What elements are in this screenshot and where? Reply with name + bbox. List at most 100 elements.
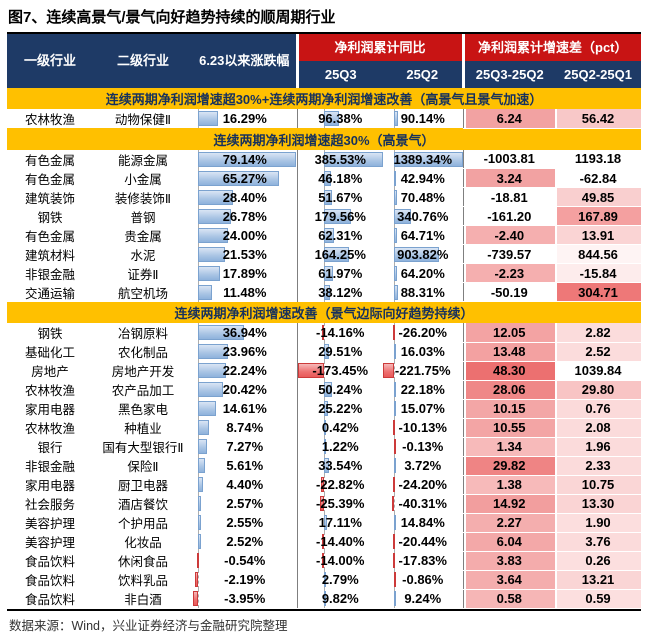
diff-q3q2-cell: -739.57 [462, 244, 556, 264]
cell-value: 2.55% [226, 515, 264, 530]
table-header: 一级行业 二级行业 6.23以来涨跌幅 净利润累计同比 净利润累计增速差（pct… [7, 34, 642, 88]
q3-cell: 25.22% [296, 399, 383, 418]
header-level1-industry: 一级行业 [7, 34, 93, 88]
cell-value: 179.56% [314, 208, 366, 224]
header-25q3-25q2: 25Q3-25Q2 [461, 61, 556, 88]
data-bar-negative [320, 496, 325, 511]
level2-industry-cell: 厨卫电器 [117, 479, 168, 493]
cell-value: 21.53% [222, 246, 267, 262]
diff-q2q1-cell: 10.75 [555, 475, 642, 495]
chg-cell: 16.29% [193, 109, 297, 128]
data-bar-positive [393, 382, 396, 397]
cell-value: 164.25% [314, 246, 366, 262]
q2-cell: 64.20% [383, 263, 463, 283]
diff-q3q2-cell: 12.05 [462, 323, 556, 343]
q3-cell: -14.40% [296, 532, 383, 551]
diff-q2q1-cell: 1039.84 [555, 361, 642, 381]
chg-cell: 28.40% [193, 187, 297, 207]
data-bar-positive [393, 515, 396, 530]
level2-industry-cell: 小金属 [124, 172, 162, 187]
chg-cell: 5.61% [193, 456, 297, 475]
cell-value: 8.74% [226, 420, 264, 435]
data-bar-negative [393, 553, 396, 568]
cell-value: 2.57% [226, 496, 264, 511]
level1-industry-cell: 有色金属 [24, 153, 75, 168]
q3-cell: -22.82% [296, 475, 383, 494]
level2-industry-cell: 黑色家电 [117, 403, 168, 417]
diff-q2q1-cell: 0.26 [555, 551, 642, 571]
cell-value: 90.14% [400, 111, 445, 126]
cell-value: -0.54% [224, 553, 266, 568]
data-bar-negative [321, 325, 325, 340]
q3-cell: -14.00% [296, 551, 383, 570]
bar-axis-line [197, 570, 199, 589]
q2-cell: -17.83% [383, 551, 463, 570]
cell-value: 1.22% [321, 439, 359, 454]
data-bar-negative [193, 591, 198, 606]
level1-industry-cell: 基础化工 [24, 346, 75, 360]
table-row: 非银金融 保险Ⅱ 5.61% 33.54% 3.72% 29.82 2.33 [7, 456, 642, 476]
diff-q3q2-cell: 10.15 [462, 399, 556, 419]
cell-value: 7.27% [226, 439, 264, 454]
data-bar-positive [197, 401, 217, 416]
level2-industry-cell: 国有大型银行Ⅱ [102, 441, 184, 455]
cell-value: 903.82% [397, 246, 449, 262]
cell-value: 29.51% [318, 344, 363, 359]
q2-cell: 14.84% [383, 513, 463, 532]
diff-q2q1-cell: 13.30 [555, 494, 642, 514]
q2-cell: 22.18% [383, 380, 463, 399]
data-bar-positive [393, 401, 396, 416]
cell-value: 65.27% [222, 170, 267, 186]
diff-q2q1-cell: 304.71 [555, 282, 642, 302]
table-row: 农林牧渔 种植业 8.74% 0.42% -10.13% 10.55 2.08 [7, 418, 642, 438]
q2-cell: 1389.34% [383, 149, 463, 169]
prosperity-table: 一级行业 二级行业 6.23以来涨跌幅 净利润累计同比 净利润累计增速差（pct… [7, 34, 642, 609]
cell-value: 70.48% [400, 189, 445, 205]
cell-value: 1389.34% [393, 151, 453, 167]
cell-value: -14.40% [316, 534, 365, 549]
level2-industry-cell: 动物保健Ⅱ [114, 113, 172, 127]
header-level2-industry: 二级行业 [93, 34, 193, 88]
level2-industry-cell: 种植业 [124, 422, 162, 436]
cell-value: 64.20% [400, 265, 445, 281]
diff-q2q1-cell: 0.76 [555, 399, 642, 419]
diff-q3q2-cell: 3.24 [462, 168, 556, 188]
table-row: 家用电器 厨卫电器 4.40% -22.82% -24.20% 1.38 10.75 [7, 475, 642, 495]
diff-q2q1-cell: 49.85 [555, 187, 642, 207]
diff-q3q2-cell: 1.38 [462, 475, 556, 495]
cell-value: 33.54% [318, 458, 363, 473]
q3-cell: 164.25% [296, 244, 383, 264]
cell-value: 2.52% [226, 534, 264, 549]
data-bar-negative [195, 572, 198, 587]
level1-industry-cell: 社会服务 [24, 498, 75, 512]
bar-axis-line [324, 532, 326, 551]
data-bar-positive [197, 458, 205, 473]
chg-cell: 2.52% [193, 532, 297, 551]
q2-cell: 16.03% [383, 342, 463, 361]
q2-cell: -0.13% [383, 437, 463, 456]
cell-value: 15.07% [400, 401, 445, 416]
level2-industry-cell: 保险Ⅱ [127, 460, 159, 474]
data-bar-positive [197, 439, 207, 454]
q2-cell: -24.20% [383, 475, 463, 494]
table-row: 交通运输 航空机场 11.48% 38.12% 88.31% -50.19 304.71 [7, 282, 642, 302]
level1-industry-cell: 非银金融 [24, 267, 75, 282]
bar-axis-line [393, 494, 395, 513]
diff-q2q1-cell: -62.84 [555, 168, 642, 188]
table-row: 农林牧渔 动物保健Ⅱ 16.29% 96.38% 90.14% 6.24 56.42 [7, 109, 642, 129]
q2-cell: 42.94% [383, 168, 463, 188]
cell-value: -17.83% [398, 553, 447, 568]
cell-value: 17.11% [318, 515, 362, 530]
q3-cell: 38.12% [296, 282, 383, 302]
section-band-row: 连续两期净利润增速超30%+连续两期净利润增速改善（高景气且景气加速） [7, 88, 642, 109]
data-bar-positive [197, 363, 226, 378]
header-25q2: 25Q2 [383, 61, 464, 88]
table-row: 食品饮料 饮料乳品 -2.19% 2.79% -0.86% 3.64 13.21 [7, 570, 642, 590]
data-bar-negative [321, 553, 325, 568]
table-body: 连续两期净利润增速超30%+连续两期净利润增速改善（高景气且景气加速） 农林牧渔 动… [7, 88, 642, 609]
diff-q3q2-cell: -18.81 [462, 187, 556, 207]
cell-value: -221.75% [394, 363, 451, 378]
data-bar-positive [197, 151, 297, 167]
diff-q2q1-cell: 1.96 [555, 437, 642, 457]
